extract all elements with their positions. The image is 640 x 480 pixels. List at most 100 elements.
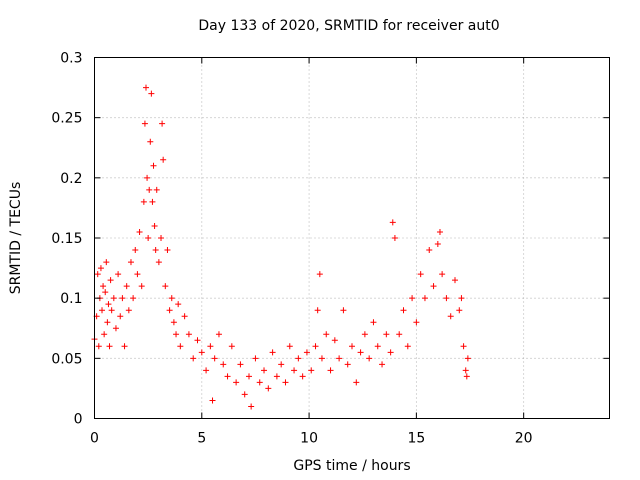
data-point-110 [400,307,407,314]
data-point-57 [190,355,197,362]
y-tick-label-3: 0.15 [51,231,82,247]
data-point-70 [241,391,248,398]
y-tick-label-6: 0.3 [60,51,82,67]
data-point-64 [215,331,222,338]
data-point-88 [314,307,321,314]
data-point-38 [149,198,156,205]
data-point-43 [155,259,162,266]
data-point-47 [162,283,169,290]
data-point-100 [361,331,368,338]
plot-frame [94,57,610,419]
data-point-101 [366,355,373,362]
data-point-93 [331,337,338,344]
data-point-10 [103,259,110,266]
data-point-19 [117,313,124,320]
data-point-106 [387,349,394,356]
data-point-27 [134,271,141,278]
data-point-89 [316,271,323,278]
data-point-95 [340,307,347,314]
x-tick-label-2: 10 [300,431,318,447]
data-point-87 [312,343,319,350]
data-point-105 [383,331,390,338]
data-point-36 [147,138,154,145]
data-point-49 [166,307,173,314]
y-tick-label-1: 0.05 [51,351,82,367]
data-point-86 [308,367,315,374]
data-point-11 [104,319,111,326]
data-point-61 [207,343,214,350]
data-point-79 [278,361,285,368]
data-point-23 [125,307,132,314]
data-point-65 [220,361,227,368]
data-point-125 [458,295,465,302]
data-point-126 [460,343,467,350]
data-point-29 [138,283,145,290]
y-tick-label-5: 0.25 [51,111,82,127]
data-point-53 [175,301,182,308]
data-point-40 [151,222,158,229]
data-point-42 [153,186,160,193]
data-point-127 [462,367,469,374]
data-point-25 [130,295,137,302]
data-point-98 [353,379,360,386]
data-point-94 [336,355,343,362]
data-point-60 [203,367,210,374]
data-point-37 [148,90,155,97]
data-point-114 [417,271,424,278]
data-point-120 [439,271,446,278]
data-point-54 [177,343,184,350]
data-point-113 [413,319,420,326]
data-point-123 [452,277,458,284]
data-point-52 [173,331,180,338]
data-point-129 [464,355,471,362]
data-point-58 [194,337,201,344]
data-point-55 [181,313,188,320]
data-point-63 [211,355,218,362]
data-point-76 [265,385,272,392]
data-point-20 [119,295,126,302]
data-point-122 [447,313,454,320]
data-point-91 [323,331,330,338]
x-tick-label-4: 20 [515,431,533,447]
data-point-117 [430,283,437,290]
data-point-66 [224,373,231,380]
data-point-103 [374,343,381,350]
data-point-39 [150,162,157,169]
data-point-6 [99,307,106,314]
data-point-99 [357,349,364,356]
data-point-124 [456,307,463,314]
data-point-73 [252,355,259,362]
data-point-2 [94,271,101,278]
data-point-75 [261,367,268,374]
axis-ticks: 0 5 10 15 20 0 0.05 0.1 0.15 0.2 0.25 0.3 [51,51,610,447]
data-point-81 [286,343,293,350]
data-point-16 [110,295,117,302]
data-point-80 [282,379,289,386]
y-tick-label-4: 0.2 [60,171,82,187]
data-point-45 [159,120,166,127]
data-point-68 [233,379,240,386]
data-point-108 [391,235,398,241]
data-point-77 [269,349,276,356]
data-point-15 [108,307,115,314]
data-point-35 [146,186,153,193]
data-point-112 [409,295,416,302]
data-point-74 [256,379,263,386]
data-point-34 [145,235,152,241]
scatter-points [91,84,471,410]
data-point-48 [164,247,171,254]
data-point-30 [140,198,147,205]
y-tick-label-0: 0 [74,412,83,428]
data-point-116 [426,247,433,254]
data-point-102 [370,319,377,326]
data-point-51 [170,319,177,326]
data-point-12 [105,301,112,308]
data-point-62 [209,397,216,404]
x-tick-label-1: 5 [197,431,206,447]
data-point-3 [95,343,102,350]
data-point-78 [273,373,280,380]
data-point-41 [152,247,159,254]
data-point-32 [143,84,149,91]
data-point-104 [379,361,386,368]
data-point-71 [246,373,252,380]
